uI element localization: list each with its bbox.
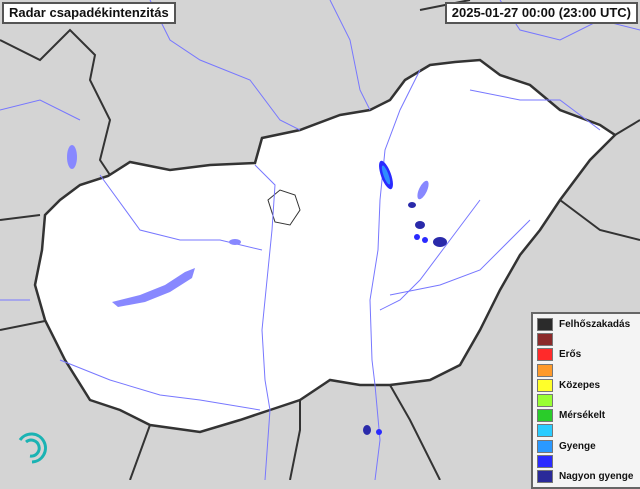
legend-swatch bbox=[537, 394, 553, 408]
legend-swatch bbox=[537, 378, 553, 392]
legend-swatch bbox=[537, 424, 553, 438]
map-title: Radar csapadékintenzitás bbox=[2, 2, 176, 24]
legend-item: Nagyon gyenge bbox=[537, 469, 640, 484]
legend-swatch bbox=[537, 454, 553, 468]
legend-item: Felhőszakadás bbox=[537, 317, 640, 332]
legend-item: Mérsékelt bbox=[537, 408, 640, 423]
legend-item bbox=[537, 363, 640, 378]
legend-swatch bbox=[537, 363, 553, 377]
legend-item bbox=[537, 454, 640, 469]
met-service-spiral-logo bbox=[18, 432, 47, 464]
legend-label: Mérsékelt bbox=[559, 410, 606, 422]
legend-label: Nagyon gyenge bbox=[559, 470, 634, 482]
legend-label: Közepes bbox=[559, 379, 601, 391]
legend-swatch bbox=[537, 439, 553, 453]
lakes bbox=[67, 145, 429, 307]
legend-item bbox=[537, 393, 640, 408]
legend-label: Felhőszakadás bbox=[559, 319, 631, 331]
legend-swatch bbox=[537, 318, 553, 332]
intensity-legend: Felhőszakadás Erős Közepes Mérsékelt Gyenge N… bbox=[531, 312, 640, 489]
legend-label: Erős bbox=[559, 349, 582, 361]
legend-item: Közepes bbox=[537, 378, 640, 393]
budapest-outline bbox=[267, 189, 301, 226]
legend-swatch bbox=[537, 409, 553, 423]
legend-item: Gyenge bbox=[537, 439, 640, 454]
legend-swatch bbox=[537, 469, 553, 483]
legend-swatch bbox=[537, 348, 553, 362]
legend-item bbox=[537, 423, 640, 438]
hungary-outline bbox=[33, 58, 617, 434]
legend-item bbox=[537, 332, 640, 347]
timestamp-label: 2025-01-27 00:00 (23:00 UTC) bbox=[444, 2, 638, 24]
legend-item: Erős bbox=[537, 347, 640, 362]
legend-swatch bbox=[537, 333, 553, 347]
precipitation-echoes bbox=[363, 160, 447, 435]
legend-label: Gyenge bbox=[559, 440, 596, 452]
